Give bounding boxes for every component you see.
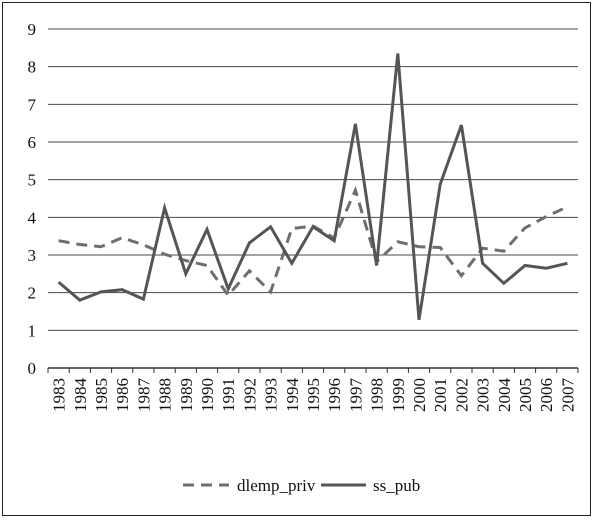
x-tick-label: 2005 (516, 378, 535, 412)
x-tick-label: 1985 (92, 378, 111, 412)
x-tick-label: 2004 (495, 378, 514, 413)
gridlines (48, 28, 578, 331)
x-tick-label: 2001 (431, 378, 450, 412)
x-tick-label: 2003 (474, 378, 493, 412)
x-tick-label: 1983 (50, 378, 69, 412)
y-tick-label: 5 (28, 171, 37, 190)
x-tick-label: 1988 (156, 378, 175, 412)
y-tick-label: 2 (28, 284, 37, 303)
chart-frame (2, 2, 591, 516)
y-tick-label: 4 (28, 208, 37, 227)
series-line-ss-pub (57, 53, 568, 321)
y-tick-label: 1 (28, 321, 37, 340)
x-tick-label: 1986 (113, 378, 132, 412)
x-tick-label: 2002 (452, 378, 471, 412)
legend: dlemp_priv ss_pub (183, 476, 420, 495)
x-tick-label: 1997 (346, 378, 365, 413)
x-tick-label: 1987 (134, 378, 153, 413)
y-tick-label: 9 (28, 20, 37, 39)
series-line-dlemp-priv (58, 185, 569, 298)
x-axis-ticks: 1983 1984 1985 1986 1987 1988 1989 1990 1991 1992… (50, 378, 578, 413)
y-tick-label: 3 (28, 246, 37, 265)
x-tick-label: 1993 (262, 378, 281, 412)
x-tick-label: 1991 (219, 378, 238, 412)
x-tick-label: 1998 (368, 378, 387, 412)
y-tick-label: 0 (28, 359, 37, 378)
y-tick-label: 8 (28, 58, 37, 77)
y-tick-label: 6 (28, 133, 37, 152)
x-tick-label: 1989 (177, 378, 196, 412)
legend-label-ss-pub: ss_pub (373, 476, 420, 495)
x-tick-label: 1996 (325, 378, 344, 412)
x-tick-label: 1994 (283, 378, 302, 413)
legend-label-dlemp-priv: dlemp_priv (237, 476, 316, 495)
x-tick-label: 2007 (558, 378, 577, 413)
y-axis-ticks: 0 1 2 3 4 5 6 7 8 9 (28, 20, 37, 378)
x-tick-label: 1995 (304, 378, 323, 412)
x-tick-label: 1990 (198, 378, 217, 412)
y-tick-label: 7 (28, 95, 37, 114)
series-lines (57, 53, 569, 321)
x-tick-label: 2006 (537, 378, 556, 412)
x-tick-label: 1992 (240, 378, 259, 412)
x-tick-label: 1984 (71, 378, 90, 413)
x-axis (47, 367, 579, 373)
x-tick-label: 1999 (389, 378, 408, 412)
x-tick-label: 2000 (410, 378, 429, 412)
